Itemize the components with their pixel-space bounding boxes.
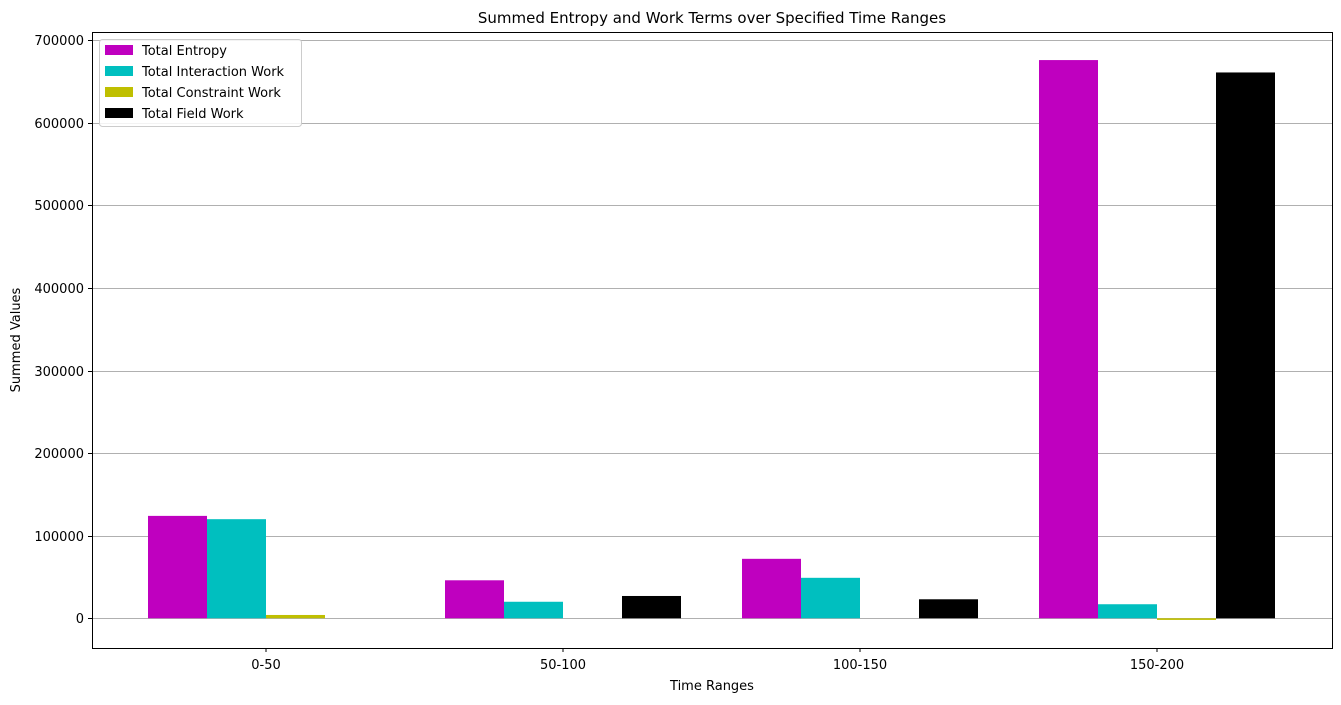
legend: Total Entropy Total Interaction Work Total…	[99, 39, 302, 127]
bar	[1157, 618, 1216, 620]
legend-label: Total Field Work	[141, 107, 244, 122]
bars	[148, 60, 1275, 620]
legend-swatch	[105, 87, 133, 97]
bar	[207, 519, 266, 619]
legend-swatch	[105, 45, 133, 55]
bar	[1039, 60, 1098, 619]
x-tick-label: 50-100	[540, 658, 586, 673]
y-tick-label: 0	[76, 612, 84, 627]
legend-label: Total Interaction Work	[141, 65, 285, 80]
x-axis-label: Time Ranges	[669, 679, 754, 694]
axis-ticks: 0 100000 200000 300000 400000 500000 600000 700…	[34, 34, 1184, 673]
legend-label: Total Constraint Work	[141, 86, 281, 101]
bar	[622, 595, 681, 619]
bar	[919, 599, 978, 619]
y-axis-label: Summed Values	[9, 287, 24, 392]
bar	[1098, 604, 1157, 619]
x-tick-label: 100-150	[833, 658, 887, 673]
bar	[445, 580, 504, 619]
y-tick-label: 400000	[34, 282, 84, 297]
legend-box	[99, 39, 302, 127]
x-tick-label: 150-200	[1130, 658, 1184, 673]
legend-label: Total Entropy	[141, 44, 227, 59]
y-tick-label: 300000	[34, 365, 84, 380]
bar	[504, 601, 563, 619]
bar	[148, 515, 207, 619]
plot-frame	[92, 32, 1333, 649]
y-tick-label: 200000	[34, 447, 84, 462]
y-tick-label: 700000	[34, 34, 84, 49]
y-tick-label: 100000	[34, 530, 84, 545]
bar	[266, 614, 325, 619]
chart-title: Summed Entropy and Work Terms over Speci…	[478, 9, 946, 27]
bar	[801, 577, 860, 619]
y-tick-label: 500000	[34, 199, 84, 214]
legend-swatch	[105, 108, 133, 118]
grid-lines	[92, 40, 1332, 619]
legend-swatch	[105, 66, 133, 76]
x-tick-label: 0-50	[251, 658, 281, 673]
bar	[1216, 72, 1275, 619]
y-tick-label: 600000	[34, 117, 84, 132]
bar	[742, 558, 801, 619]
